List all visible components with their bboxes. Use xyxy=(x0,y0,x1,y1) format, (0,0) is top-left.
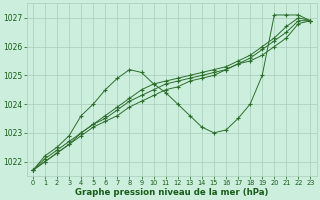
X-axis label: Graphe pression niveau de la mer (hPa): Graphe pression niveau de la mer (hPa) xyxy=(75,188,268,197)
